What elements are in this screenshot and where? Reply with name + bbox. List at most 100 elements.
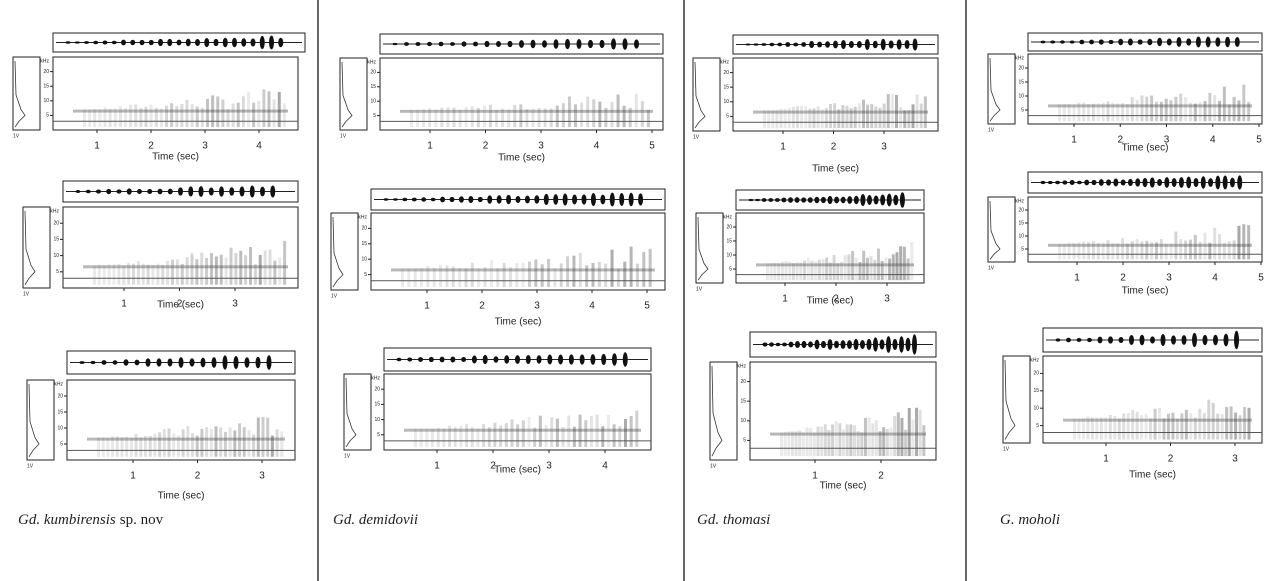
x-tick-label: 4	[602, 461, 608, 472]
spectrogram-texture	[428, 108, 432, 128]
spectrogram-texture	[1234, 412, 1238, 440]
spectrogram-texture	[891, 254, 895, 281]
spectrogram-texture	[779, 108, 783, 129]
pulse	[222, 37, 228, 48]
spectrogram-texture	[117, 263, 121, 285]
x-axis-label: Time (sec)	[152, 152, 199, 163]
pulse	[785, 42, 791, 47]
spectrogram-texture	[828, 262, 832, 281]
pulse	[833, 40, 838, 49]
spectrogram-texture	[827, 429, 831, 457]
y-tick-label: 5	[60, 441, 63, 447]
pulse	[74, 41, 80, 44]
spectrogram-texture	[817, 259, 821, 281]
spectrogram-texture	[585, 265, 589, 287]
pulse	[1089, 39, 1095, 45]
spectrogram-texture	[1087, 242, 1091, 260]
spectrogram-texture	[495, 109, 499, 128]
x-axis-label: Time (sec)	[498, 153, 545, 164]
x-tick-label: 2	[878, 471, 884, 482]
spectrogram-texture	[880, 260, 884, 281]
spectrogram-band	[73, 109, 288, 113]
spectrogram-texture	[205, 257, 209, 285]
pulse	[761, 43, 767, 46]
spectrogram-texture	[882, 427, 886, 457]
pulse	[600, 194, 606, 205]
spectrogram-texture	[267, 91, 271, 128]
spectrogram-texture	[580, 102, 584, 128]
spectrogram-texture	[882, 103, 886, 129]
pulse	[553, 194, 559, 205]
spectrogram-texture	[771, 110, 775, 129]
spectrogram-texture	[919, 103, 923, 129]
pulse	[102, 40, 108, 45]
spectrogram-texture	[272, 99, 276, 128]
spectrogram-texture	[180, 263, 184, 285]
x-tick-label: 1	[94, 141, 100, 152]
x-tick-label: 3	[546, 461, 552, 472]
spectrogram-texture	[860, 432, 864, 457]
pulse	[817, 41, 823, 48]
pulse	[404, 42, 409, 46]
spectrogram-texture	[783, 431, 787, 457]
spectrogram-texture	[878, 431, 882, 457]
spectrogram-texture	[863, 417, 867, 457]
spectrogram-texture	[210, 253, 213, 285]
spectrogram-texture	[1202, 413, 1206, 440]
pulse	[1097, 336, 1103, 344]
spectrogram-texture	[1243, 407, 1247, 440]
x-tick-label: 1	[1074, 273, 1080, 284]
spectrogram-texture	[127, 263, 131, 285]
pulse	[872, 40, 878, 49]
spectrogram-texture	[129, 104, 133, 128]
pulse	[1164, 177, 1170, 188]
spectrogram-texture	[149, 104, 153, 128]
pulse	[848, 41, 854, 48]
pulse	[96, 189, 101, 194]
pulse	[1176, 37, 1182, 47]
spectrogram-texture	[784, 260, 788, 281]
pulse	[912, 38, 918, 51]
spectrum-frame	[22, 206, 51, 289]
spectrogram-texture	[823, 424, 827, 457]
spectrogram-texture	[519, 104, 523, 128]
pulse	[449, 196, 455, 203]
pulse	[1208, 178, 1214, 187]
spectrogram-texture	[180, 104, 184, 128]
spectrogram-texture	[572, 426, 576, 447]
spectrogram-band	[391, 268, 655, 272]
pulse	[139, 39, 145, 46]
spectrogram-texture	[156, 263, 160, 285]
spectrum-curve	[989, 57, 1001, 122]
y-tick-label: 15	[726, 238, 732, 244]
spectrogram-texture	[129, 437, 133, 457]
spectrogram-texture	[223, 431, 227, 457]
spectrogram-texture	[1169, 243, 1173, 260]
pulse	[1076, 180, 1082, 185]
spectrogram-texture	[162, 429, 166, 457]
spectrogram-texture	[205, 427, 209, 457]
spectrogram-texture	[1179, 239, 1183, 260]
x-axis-label: Time (sec)	[157, 300, 204, 311]
pulse	[250, 38, 256, 47]
spectrogram-texture	[1227, 241, 1231, 260]
spectrogram-texture	[247, 429, 251, 457]
y-tick-label: 5	[1021, 246, 1024, 252]
y-tick-label: 15	[1018, 79, 1024, 85]
pulse	[847, 196, 853, 204]
spectrogram-texture	[175, 106, 179, 128]
spectrogram-texture	[1082, 241, 1086, 260]
pulse	[896, 39, 902, 50]
pulse	[392, 198, 398, 201]
pulse	[200, 357, 206, 368]
spectrogram-texture	[534, 259, 538, 287]
pulse	[473, 41, 478, 47]
spectrogram-texture	[801, 432, 805, 457]
pulse	[208, 187, 214, 196]
spectrogram-texture	[1121, 103, 1125, 122]
spectrogram-texture	[1099, 417, 1103, 440]
pulse	[853, 338, 859, 351]
spectrogram-texture	[465, 423, 469, 447]
y-unit: kHz	[1015, 55, 1024, 61]
spectrogram-texture	[508, 267, 512, 287]
